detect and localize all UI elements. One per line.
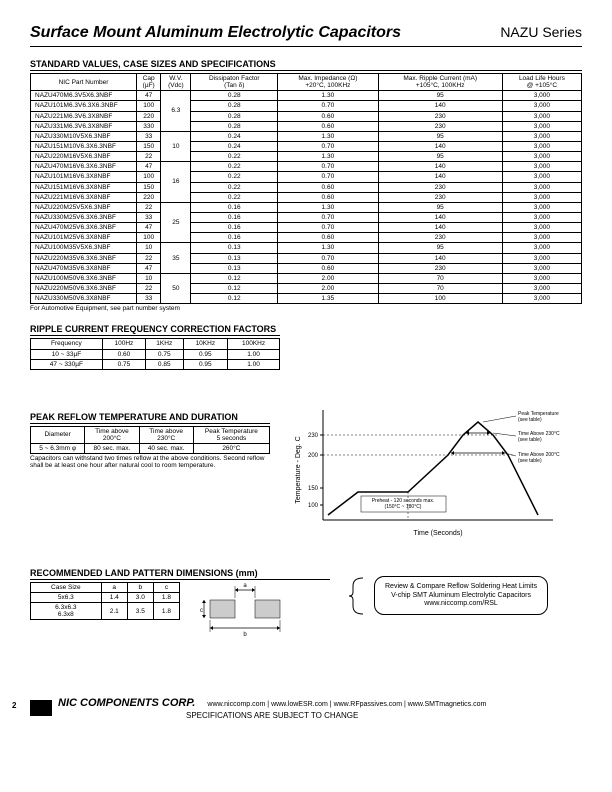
section-ripple: RIPPLE CURRENT FREQUENCY CORRECTION FACT… <box>30 324 280 336</box>
svg-text:a: a <box>243 583 247 589</box>
section-land: RECOMMENDED LAND PATTERN DIMENSIONS (mm) <box>30 568 330 580</box>
land-pattern-diagram: a c b <box>200 582 300 637</box>
footer-links: www.niccomp.com | www.lowESR.com | www.R… <box>207 701 486 708</box>
svg-text:200: 200 <box>308 453 319 459</box>
main-table-note: For Automotive Equipment, see part numbe… <box>30 305 582 312</box>
svg-text:b: b <box>243 632 247 637</box>
footer-subtitle: SPECIFICATIONS ARE SUBJECT TO CHANGE <box>58 711 486 720</box>
reflow-note: Capacitors can withstand two times reflo… <box>30 455 270 469</box>
series-label: NAZU Series <box>500 24 582 40</box>
svg-text:(see table): (see table) <box>518 417 542 423</box>
svg-text:(see table): (see table) <box>518 437 542 443</box>
svg-text:230: 230 <box>308 433 319 439</box>
page-footer: 2 NIC COMPONENTS CORP. www.niccomp.com |… <box>30 697 582 720</box>
reflow-chart: 100 150 200 230 Temperature - Deg. C Time (… <box>288 400 568 542</box>
bracket-icon <box>348 576 368 616</box>
svg-text:(150°C ~ 180°C): (150°C ~ 180°C) <box>385 504 422 510</box>
section-main: STANDARD VALUES, CASE SIZES AND SPECIFIC… <box>30 59 582 71</box>
nic-logo-icon <box>30 700 52 716</box>
main-title: Surface Mount Aluminum Electrolytic Capa… <box>30 24 401 42</box>
page-number: 2 <box>12 701 16 710</box>
ripple-table: Frequency100Hz1KHz10KHz100KHz 10 ~ 33µF0… <box>30 338 280 369</box>
reference-box: Review & Compare Reflow Soldering Heat L… <box>374 576 548 615</box>
section-reflow: PEAK REFLOW TEMPERATURE AND DURATION <box>30 412 270 424</box>
svg-text:Time (Seconds): Time (Seconds) <box>413 530 462 537</box>
reflow-table: DiameterTime above200°CTime above230°CPe… <box>30 426 270 454</box>
svg-text:150: 150 <box>308 486 319 492</box>
svg-text:100: 100 <box>308 503 319 509</box>
main-spec-table: NIC Part NumberCap(µF)W.V.(Vdc)Dissipato… <box>30 73 582 304</box>
svg-text:c: c <box>200 608 203 614</box>
corp-name: NIC COMPONENTS CORP. <box>58 697 195 709</box>
page-header: Surface Mount Aluminum Electrolytic Capa… <box>30 24 582 47</box>
svg-text:Temperature - Deg. C: Temperature - Deg. C <box>295 436 302 503</box>
svg-text:(see table): (see table) <box>518 458 542 464</box>
land-table: Case Sizeabc 5x6.31.43.01.86.3x6.36.3x82… <box>30 582 180 621</box>
